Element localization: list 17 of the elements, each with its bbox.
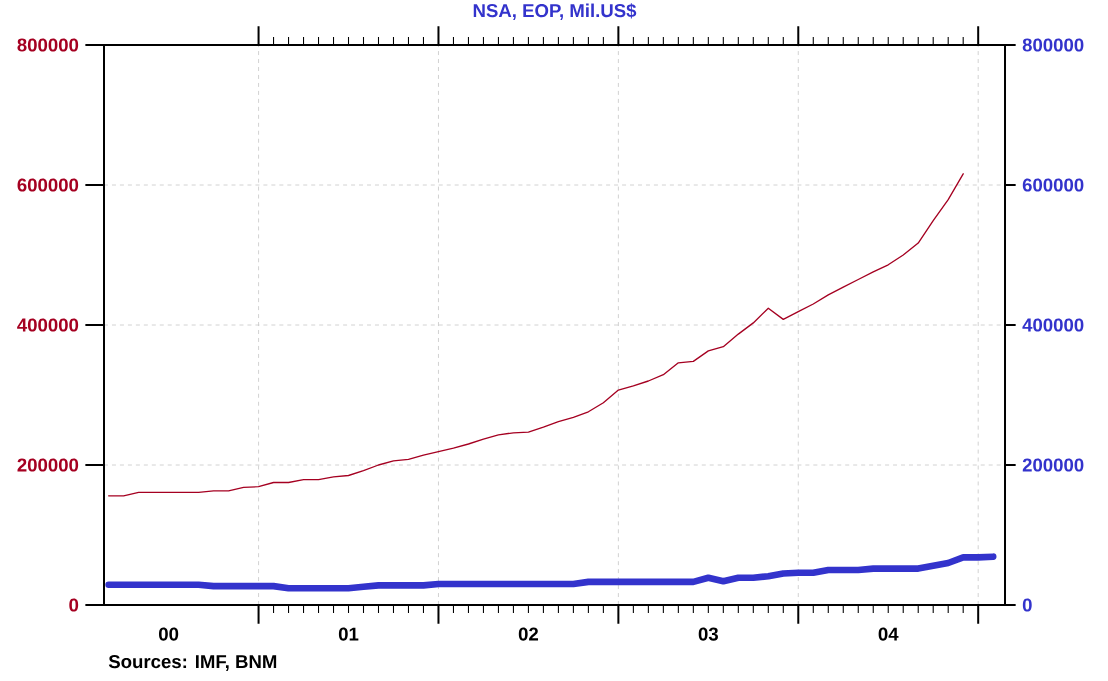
source-note: Sources: IMF, BNM: [108, 655, 277, 671]
y-tick-label: 200000: [17, 458, 79, 472]
x-tick-label: 04: [878, 627, 899, 641]
y-tick-label: 600000: [17, 178, 79, 192]
x-tick-label: 00: [159, 627, 179, 641]
y2-tick-label: 600000: [1022, 178, 1084, 192]
y2-tick-label: 200000: [1022, 458, 1084, 472]
y-tick-label: 0: [69, 598, 79, 612]
x-tick-label: 02: [518, 627, 539, 641]
x-tick-label: 03: [698, 627, 718, 641]
y2-tick-label: 0: [1022, 598, 1032, 612]
y2-tick-label: 800000: [1022, 38, 1084, 52]
chart-title: NSA, EOP, Mil.US$: [473, 3, 637, 20]
y-tick-label: 400000: [17, 318, 79, 332]
y-tick-label: 800000: [17, 38, 79, 52]
x-tick-label: 01: [338, 627, 359, 641]
y2-tick-label: 400000: [1022, 318, 1084, 332]
